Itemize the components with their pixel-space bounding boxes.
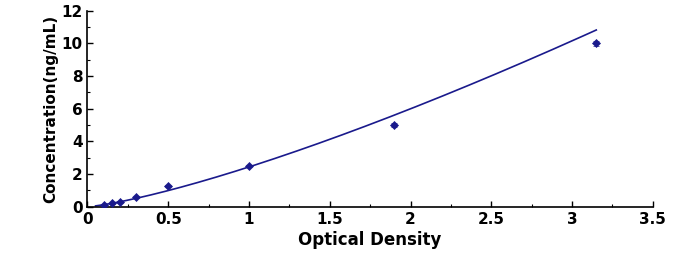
Y-axis label: Concentration(ng/mL): Concentration(ng/mL)	[44, 15, 59, 203]
X-axis label: Optical Density: Optical Density	[298, 231, 442, 249]
